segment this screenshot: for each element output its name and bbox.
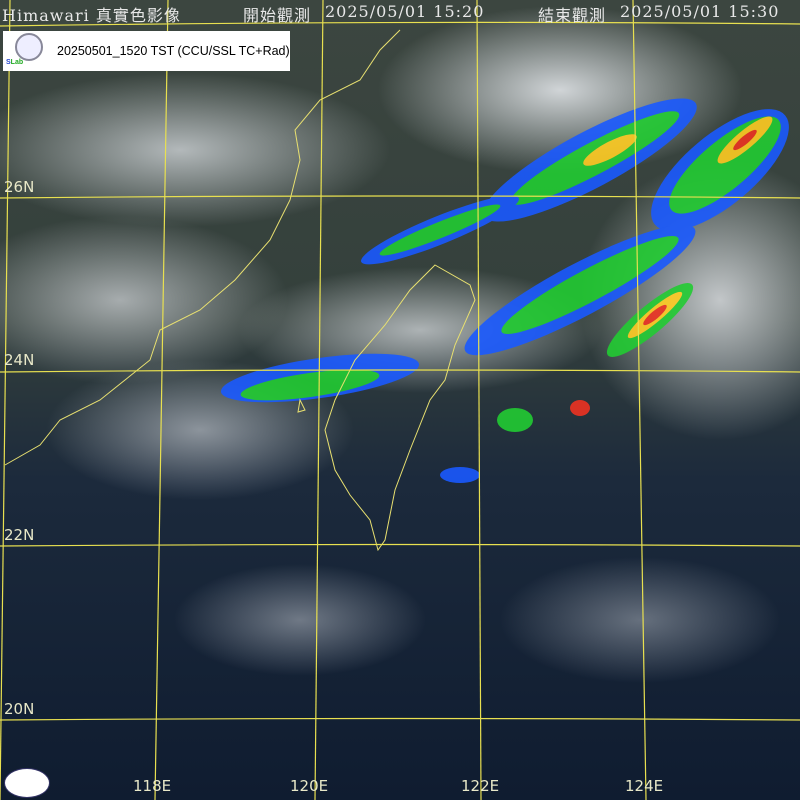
lat-line-20n	[0, 717, 800, 721]
lat-label-22n: 22N	[4, 526, 35, 544]
header-title: Himawari 真實色影像	[2, 6, 181, 25]
product-label: 20250501_1520 TST (CCU/SSL TC+Rad)	[57, 44, 290, 58]
lon-line-116e	[0, 0, 11, 800]
start-time: 2025/05/01 15:20	[325, 2, 485, 21]
coastlines	[4, 29, 476, 552]
lat-line-24n	[0, 369, 800, 373]
lon-line-120e	[314, 0, 324, 800]
lon-line-118e	[154, 0, 169, 800]
lon-label-124e: 124E	[625, 777, 664, 795]
lon-label-120e: 120E	[290, 777, 329, 795]
taiwan-coastline	[324, 264, 476, 552]
cwa-logo	[4, 768, 50, 798]
lat-label-24n: 24N	[4, 351, 35, 369]
radar-echoes	[220, 98, 789, 483]
penghu-islands	[297, 398, 306, 413]
lon-label-122e: 122E	[461, 777, 500, 795]
lat-line-26n	[0, 195, 800, 199]
seal-icon	[15, 33, 43, 61]
lon-line-124e	[632, 0, 647, 800]
end-label: 結束觀測	[538, 6, 607, 25]
severe-storm-lab-logo: SLab	[3, 31, 51, 71]
lat-line-28n	[0, 21, 800, 27]
lat-label-26n: 26N	[4, 178, 35, 196]
product-stamp: SLab 20250501_1520 TST (CCU/SSL TC+Rad)	[3, 31, 290, 71]
china-coastline	[4, 29, 401, 466]
lon-line-122e	[476, 0, 482, 800]
lat-label-20n: 20N	[4, 700, 35, 718]
start-label: 開始觀測	[243, 6, 312, 25]
lat-line-22n	[0, 543, 800, 547]
lon-label-118e: 118E	[133, 777, 172, 795]
end-time: 2025/05/01 15:30	[620, 2, 780, 21]
